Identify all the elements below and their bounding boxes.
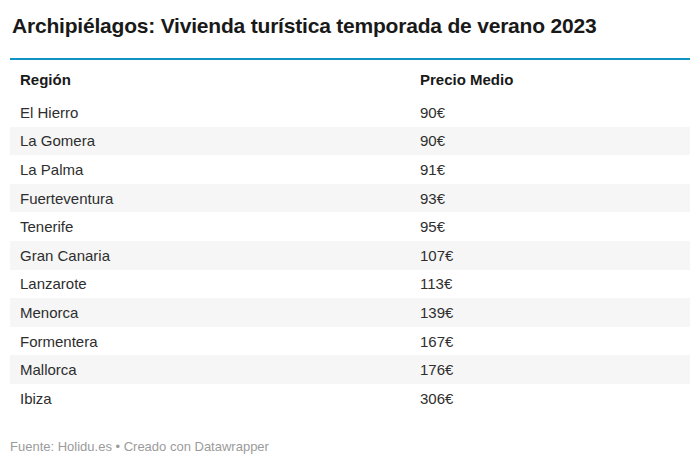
table-row: Tenerife95€ — [10, 212, 690, 241]
price-cell: 95€ — [420, 218, 690, 235]
region-cell: Formentera — [10, 333, 420, 350]
data-table: Región Precio Medio El Hierro90€La Gomer… — [10, 58, 690, 413]
table-row: La Palma91€ — [10, 155, 690, 184]
region-cell: Lanzarote — [10, 275, 420, 292]
region-cell: Ibiza — [10, 390, 420, 407]
region-cell: Gran Canaria — [10, 247, 420, 264]
table-row: Lanzarote113€ — [10, 270, 690, 299]
table-row: Mallorca176€ — [10, 355, 690, 384]
table-row: Menorca139€ — [10, 298, 690, 327]
price-cell: 113€ — [420, 275, 690, 292]
table-body: El Hierro90€La Gomera90€La Palma91€Fuert… — [10, 98, 690, 413]
region-cell: Menorca — [10, 304, 420, 321]
table-header-row: Región Precio Medio — [10, 58, 690, 98]
table-row: Fuerteventura93€ — [10, 184, 690, 213]
price-cell: 306€ — [420, 390, 690, 407]
price-cell: 91€ — [420, 161, 690, 178]
region-cell: Mallorca — [10, 361, 420, 378]
table-row: La Gomera90€ — [10, 127, 690, 156]
region-cell: La Gomera — [10, 132, 420, 149]
price-cell: 107€ — [420, 247, 690, 264]
page-title: Archipiélagos: Vivienda turística tempor… — [0, 0, 700, 39]
price-cell: 167€ — [420, 333, 690, 350]
price-cell: 90€ — [420, 132, 690, 149]
table-row: El Hierro90€ — [10, 98, 690, 127]
table-row: Formentera167€ — [10, 327, 690, 356]
region-cell: Tenerife — [10, 218, 420, 235]
datawrapper-table-page: Archipiélagos: Vivienda turística tempor… — [0, 0, 700, 461]
table-row: Ibiza306€ — [10, 384, 690, 413]
region-cell: La Palma — [10, 161, 420, 178]
source-attribution: Fuente: Holidu.es • Creado con Datawrapp… — [10, 439, 688, 454]
region-cell: Fuerteventura — [10, 190, 420, 207]
price-cell: 176€ — [420, 361, 690, 378]
column-header-price: Precio Medio — [420, 71, 690, 88]
price-cell: 139€ — [420, 304, 690, 321]
price-cell: 93€ — [420, 190, 690, 207]
column-header-region: Región — [10, 71, 420, 88]
region-cell: El Hierro — [10, 104, 420, 121]
price-cell: 90€ — [420, 104, 690, 121]
table-row: Gran Canaria107€ — [10, 241, 690, 270]
